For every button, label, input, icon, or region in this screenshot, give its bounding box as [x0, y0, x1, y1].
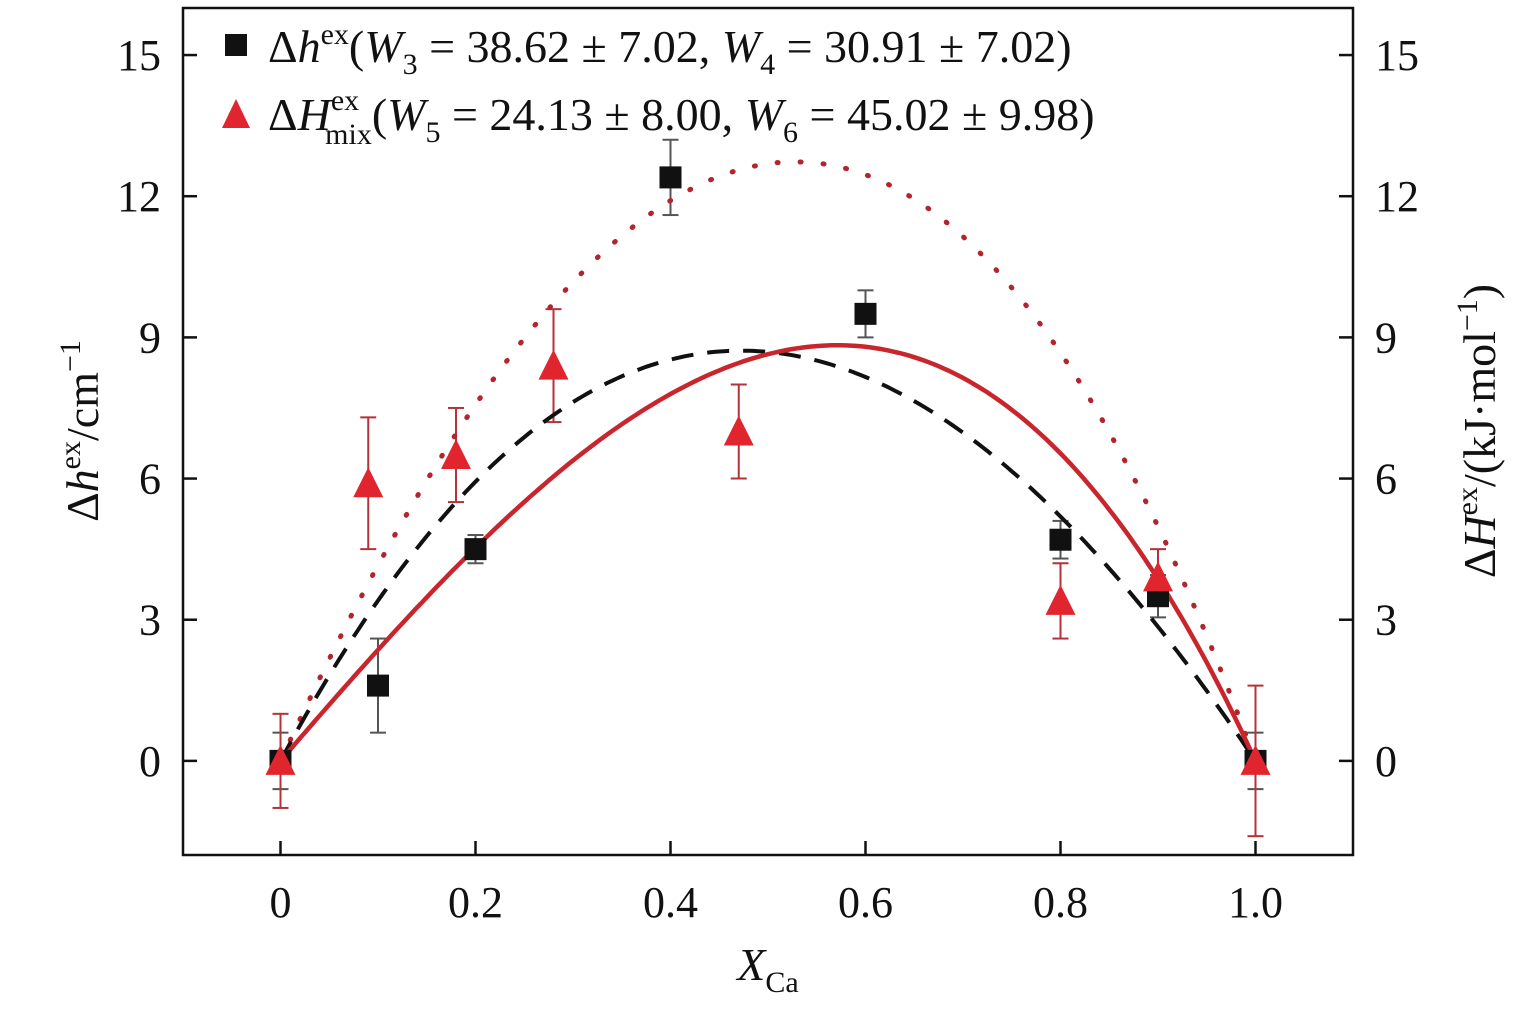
x-axis: 0 0.2 0.4 0.6 0.8 1.0: [270, 841, 1283, 927]
x-tick-label: 0: [270, 878, 292, 927]
legend-label-dhmix: ΔHex mix(W5 = 24.13 ± 8.00, W6 = 45.02 ± …: [268, 84, 1095, 151]
y-axis-right: 0 3 6 9 12 15: [1339, 31, 1419, 786]
data-point-triangle: [353, 467, 384, 498]
x-tick-label: 0.2: [448, 878, 503, 927]
data-point-square: [1049, 528, 1072, 551]
data-point-triangle: [441, 439, 471, 470]
data-point-triangle: [538, 349, 569, 380]
legend-marker-square: [225, 34, 247, 56]
data-point-triangle: [265, 744, 296, 775]
plot-frame: [181, 6, 1355, 857]
y-left-tick-label: 9: [139, 313, 161, 362]
y-left-tick-label: 12: [117, 172, 161, 221]
x-tick-label: 0.8: [1033, 878, 1088, 927]
data-markers: [265, 166, 1271, 775]
fit-curve-dashed: [278, 348, 1258, 763]
data-point-square: [659, 166, 682, 189]
x-tick-label: 0.6: [838, 878, 893, 927]
fit-curves: [278, 159, 1258, 764]
x-tick-label: 0.4: [643, 878, 698, 927]
legend-label-dh: Δhex(W3 = 38.62 ± 7.02, W4 = 30.91 ± 7.0…: [268, 18, 1072, 81]
data-point-triangle: [1143, 561, 1173, 592]
y-left-tick-label: 0: [139, 737, 161, 786]
y-right-tick-label: 12: [1375, 172, 1419, 221]
data-point-triangle: [1240, 744, 1271, 775]
x-axis-title: XCa: [735, 939, 798, 999]
y-right-tick-label: 15: [1375, 31, 1419, 80]
y-left-tick-label: 6: [139, 455, 161, 504]
fit-curve-dotted: [278, 159, 1258, 764]
error-bars: [272, 138, 1264, 838]
legend: Δhex(W3 = 38.62 ± 7.02, W4 = 30.91 ± 7.0…: [222, 18, 1095, 151]
data-point-triangle: [1045, 584, 1076, 615]
data-point-square: [367, 674, 389, 697]
y-right-tick-label: 6: [1375, 455, 1397, 504]
y-right-tick-label: 9: [1375, 313, 1397, 362]
data-point-square: [854, 302, 877, 325]
data-point-square: [464, 538, 487, 561]
y-right-tick-label: 0: [1375, 737, 1397, 786]
x-tick-label: 1.0: [1228, 878, 1283, 927]
y-left-tick-label: 3: [139, 596, 161, 645]
y-axis-right-title: ΔHex/(kJ·mol−1): [1451, 284, 1505, 578]
y-right-tick-label: 3: [1375, 596, 1397, 645]
y-axis-left-title: Δhex/cm−1: [54, 340, 108, 522]
legend-marker-triangle: [222, 99, 250, 128]
y-left-tick-label: 15: [117, 31, 161, 80]
data-point-triangle: [723, 415, 754, 446]
fit-curve-solid: [278, 343, 1258, 763]
y-axis-left: 0 3 6 9 12 15: [117, 31, 197, 786]
